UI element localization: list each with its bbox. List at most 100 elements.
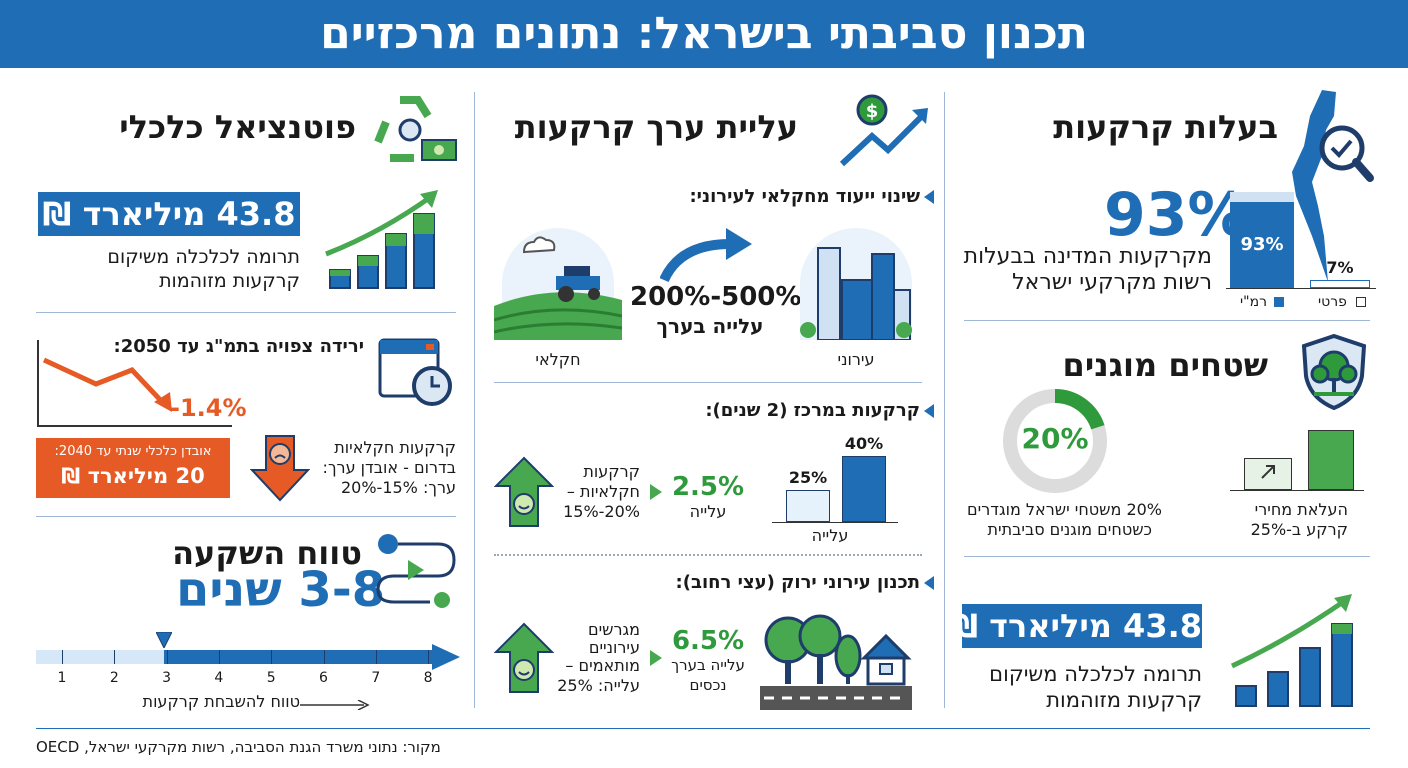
title-bar (0, 0, 1408, 68)
economic-potential-text: קרקעות מזוהמות (159, 270, 300, 292)
timeline-tick-mark (218, 650, 220, 664)
rezoning-heading: שינוי ייעוד מחקלאי לעירוני: (689, 186, 920, 207)
investment-range-heading: טווח השקעה (172, 534, 362, 572)
recycle-money-icon (374, 96, 457, 162)
arrow-right-icon (300, 700, 370, 710)
growth-bars-icon (325, 190, 438, 289)
arrow-up-right-icon (1261, 465, 1275, 479)
decline-line-chart (37, 340, 232, 427)
smile-up-arrow-icon (494, 456, 554, 527)
axis-line (772, 522, 898, 523)
center-lands-heading: קרקעות במרכז (2 שנים): (705, 400, 920, 421)
dollar-growth-icon: $ (839, 94, 928, 167)
timeline-tick-label: 6 (319, 670, 328, 686)
rezoning-rise-text: עלייה בערך (656, 314, 764, 338)
land-value-heading: עליית ערך קרקעות (514, 108, 798, 146)
urban-lots-text: מגרשים (587, 620, 640, 639)
city-icon (800, 228, 912, 340)
private-bar-label: 7% (1326, 258, 1354, 277)
private-bar (1310, 280, 1370, 288)
economic-potential-text: תרומה לכלכלה משיקום (107, 246, 300, 268)
timeline-tick-label: 4 (214, 670, 224, 686)
timeline-range (164, 650, 434, 664)
bullet-icon (924, 576, 934, 590)
south-agri-text: בדרום - אובדן ערך: (322, 458, 456, 477)
timeline-tick-label: 1 (57, 670, 67, 686)
protected-donut-label: 20% (1021, 422, 1089, 455)
trees-house-icon (760, 614, 912, 710)
state-bar (1230, 192, 1294, 288)
contribution-text: קרקעות מזוהמות (1046, 688, 1202, 712)
green-planning-heading: תכנון עירוני ירוק (עצי רחוב): (675, 572, 920, 593)
section-divider (494, 382, 922, 383)
center-bar-before (786, 490, 830, 522)
agri-lands-text: חקלאיות – (566, 482, 640, 501)
timeline-track (36, 650, 166, 664)
timeline-tick-mark (114, 650, 116, 664)
play-icon (650, 650, 662, 666)
agri-lands-text: קרקעות (583, 462, 640, 481)
column-divider (474, 92, 475, 708)
economic-potential-box: 43.8 מיליארד ₪ (38, 192, 300, 236)
annual-loss-title: אובדן כלכלי שנתי עד 2040: (54, 444, 212, 459)
timeline-tick-label: 2 (109, 670, 119, 686)
farm-icon (494, 228, 622, 340)
legend-state-swatch (1274, 297, 1284, 307)
center-bar-after (842, 456, 886, 522)
gdp-decline-heading: ירידה צפויה בתמ"ג עד 2050: (113, 336, 365, 357)
timeline-marker-icon (156, 632, 172, 648)
annual-loss-box (36, 438, 230, 498)
legend-private-label: פרטי (1318, 294, 1347, 310)
timeline-tick-mark (375, 650, 377, 664)
axis-line (1226, 288, 1376, 289)
bullet-icon (924, 190, 934, 204)
column-divider (944, 92, 945, 708)
curved-arrow-icon (660, 228, 752, 283)
land-ownership-heading: בעלות קרקעות (1053, 108, 1278, 146)
calendar-clock-icon (378, 338, 452, 406)
shield-tree-icon (1301, 333, 1367, 411)
urban-lots-text: מותאמים – (565, 656, 640, 675)
investment-range-value: 3-8 שנים (176, 562, 386, 618)
urban-label: עירוני (837, 350, 875, 369)
timeline-tick-mark (271, 650, 273, 664)
price-rise-text: העלאת מחירי (1254, 500, 1348, 519)
axis-line (1230, 490, 1364, 491)
timeline-tick-label: 8 (423, 670, 433, 686)
agri-lands-text: 15%-20% (563, 502, 640, 521)
timeline-tick-mark (323, 650, 325, 664)
south-agri-text: ערך: 15%-20% (340, 478, 456, 497)
section-divider (964, 320, 1370, 321)
green-rise-label: עלייה בערך (671, 656, 745, 674)
timeline-arrow-head (432, 644, 460, 670)
svg-text:$: $ (866, 101, 879, 122)
section-divider (36, 312, 456, 313)
bullet-icon (924, 404, 934, 418)
land-ownership-text: רשות מקרקעי ישראל (1012, 270, 1212, 295)
bar-caption: עלייה (811, 526, 849, 545)
protected-desc: כשטחים מוגנים סביבתית (987, 520, 1152, 539)
timeline-caption: טווח להשבחת קרקעות (142, 692, 300, 711)
rezoning-percent: 200%-500% (630, 282, 802, 312)
protected-desc: 20% משטחי ישראל מוגדרים (967, 500, 1162, 519)
timeline-tick-mark (62, 650, 63, 664)
section-divider (36, 516, 456, 517)
land-ownership-percent: 93% (1104, 180, 1248, 250)
urban-lots-text: עלייה: 25% (557, 676, 640, 695)
land-ownership-text: מקרקעות המדינה בבעלות (963, 244, 1212, 269)
footer-divider (36, 728, 1370, 729)
timeline-tick-mark (166, 650, 168, 664)
price-rise-text: קרקע ב-25% (1250, 520, 1348, 539)
process-flow-icon (376, 534, 456, 608)
south-agri-text: קרקעות חקלאיות (334, 438, 456, 457)
growth-bars-icon (1230, 594, 1353, 707)
timeline-tick-label: 7 (371, 670, 381, 686)
state-bar-label: 93% (1240, 234, 1284, 255)
protected-donut-arc (1003, 389, 1107, 493)
contribution-text: תרומה לכלכלה משיקום (989, 662, 1202, 686)
urban-lots-text: עירוניים (588, 638, 640, 657)
price-before-bar (1244, 458, 1292, 490)
green-rise-percent: 6.5% (671, 626, 745, 656)
timeline-tick-label: 5 (266, 670, 276, 686)
smile-up-arrow-icon (494, 622, 554, 693)
